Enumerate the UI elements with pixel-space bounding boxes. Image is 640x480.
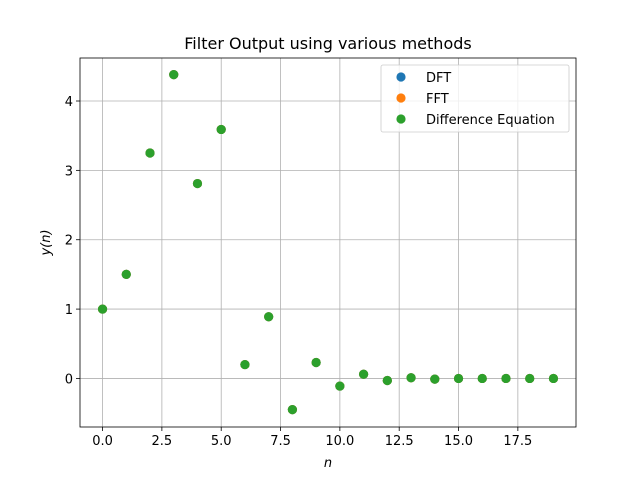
- data-points: [97, 70, 559, 415]
- data-point: [382, 375, 392, 386]
- y-tick-label: 3: [65, 164, 73, 179]
- data-point: [192, 178, 203, 189]
- y-tick-label: 4: [65, 95, 73, 110]
- data-point: [406, 373, 416, 383]
- data-point: [97, 304, 108, 314]
- data-point: [477, 373, 487, 384]
- legend: DFT FFT Difference Equation: [380, 64, 570, 133]
- data-point: [264, 312, 274, 322]
- y-axis-label: y(n): [39, 229, 54, 256]
- x-tick-label: 15.0: [444, 434, 473, 449]
- data-point: [358, 369, 369, 379]
- x-tick-label: 12.5: [385, 434, 414, 449]
- y-tick-label: 0: [65, 372, 73, 387]
- x-tick-label: 10.0: [325, 434, 354, 449]
- legend-label: Difference Equation: [426, 113, 555, 128]
- data-point: [525, 373, 535, 384]
- data-point: [501, 373, 511, 384]
- data-point: [548, 373, 559, 384]
- y-tick-label: 1: [65, 303, 73, 318]
- x-tick-label: 7.5: [270, 434, 291, 449]
- x-axis-label: n: [324, 456, 332, 471]
- axes-frame: [79, 57, 577, 428]
- x-tick-label: 2.5: [152, 434, 173, 449]
- axis-ticks: 0.0 2.5 5.0 7.5 10.0 12.5 15.0 17.5 0 1 2 3 4: [65, 95, 533, 449]
- chart-title: Filter Output using various methods: [184, 34, 471, 53]
- data-point: [335, 381, 345, 391]
- data-point: [430, 374, 440, 384]
- x-tick-label: 17.5: [503, 434, 532, 449]
- x-tick-label: 0.0: [92, 434, 113, 449]
- data-point: [453, 373, 464, 384]
- series-difference-equation: [97, 70, 559, 415]
- data-point: [169, 70, 179, 80]
- legend-marker: [396, 72, 406, 82]
- data-point: [121, 269, 131, 280]
- x-tick-label: 5.0: [211, 434, 232, 449]
- y-tick-label: 2: [65, 234, 73, 249]
- data-point: [311, 357, 321, 368]
- legend-marker: [396, 93, 406, 103]
- y-axis-label-variable: n: [39, 235, 54, 243]
- data-point: [287, 405, 298, 415]
- legend-marker: [396, 114, 406, 124]
- legend-label: DFT: [426, 71, 451, 86]
- data-point: [145, 148, 155, 158]
- legend-frame: [380, 64, 570, 133]
- data-point: [240, 359, 250, 370]
- legend-label: FFT: [426, 92, 449, 107]
- data-point: [216, 124, 226, 135]
